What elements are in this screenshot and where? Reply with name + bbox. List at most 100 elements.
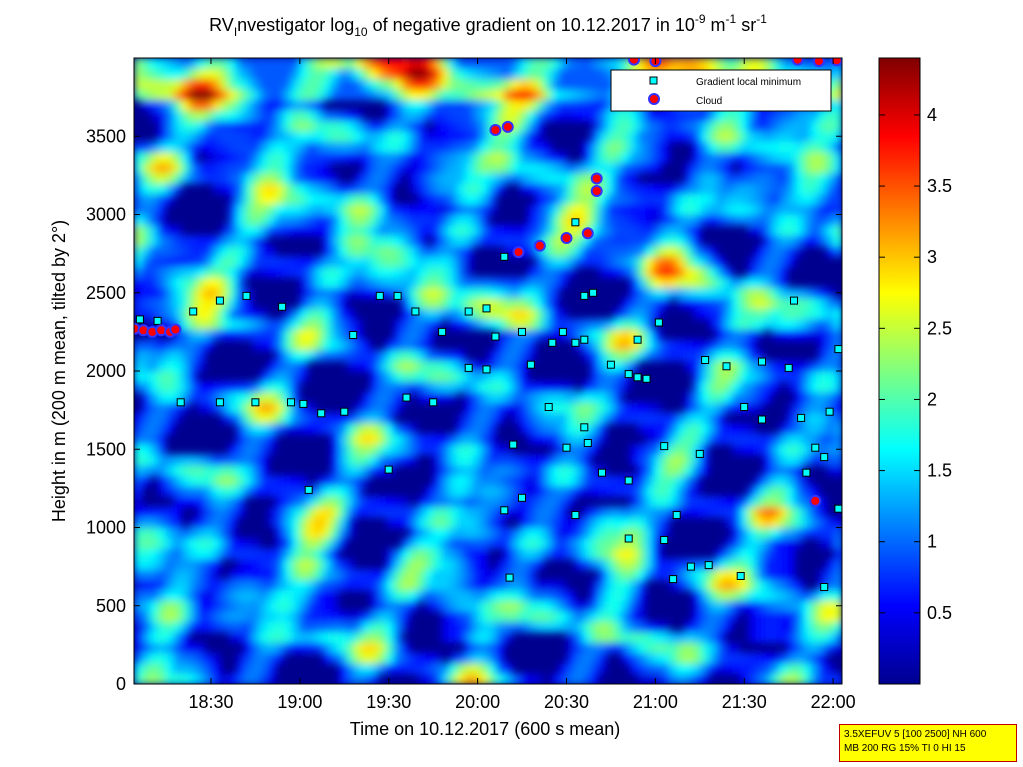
heatmap-cell — [173, 224, 182, 236]
heatmap-cell — [456, 548, 465, 560]
heatmap-cell — [700, 600, 709, 612]
heatmap-cell — [700, 590, 709, 602]
heatmap-cell — [425, 558, 434, 570]
heatmap-cell — [244, 485, 253, 497]
heatmap-cell — [535, 475, 544, 487]
heatmap-cell — [818, 120, 827, 132]
heatmap-cell — [259, 454, 269, 466]
heatmap-cell — [157, 579, 167, 591]
heatmap-cell — [448, 245, 458, 257]
heatmap-cell — [550, 475, 560, 487]
heatmap-cell — [165, 506, 174, 518]
heatmap-cell — [558, 162, 568, 174]
heatmap-cell — [488, 235, 497, 247]
heatmap-cell — [228, 569, 237, 581]
heatmap-cell — [645, 329, 654, 341]
heatmap-cell — [314, 162, 324, 174]
heatmap-cell — [676, 423, 686, 435]
heatmap-cell — [338, 78, 347, 90]
heatmap-cell — [771, 381, 780, 393]
heatmap-cell — [527, 329, 536, 341]
heatmap-cell — [409, 339, 418, 351]
heatmap-cell — [810, 371, 819, 382]
heatmap-cell — [393, 600, 403, 612]
heatmap-cell — [566, 485, 576, 497]
heatmap-cell — [362, 277, 371, 289]
heatmap-cell — [716, 506, 725, 518]
heatmap-cell — [252, 652, 261, 664]
heatmap-cell — [134, 151, 143, 163]
heatmap-cell — [480, 412, 489, 424]
heatmap-cell — [692, 350, 701, 362]
heatmap-cell — [157, 162, 167, 174]
heatmap-cell — [370, 172, 379, 184]
heatmap-cell — [362, 579, 371, 591]
heatmap-cell — [149, 621, 159, 633]
heatmap-cell — [385, 58, 395, 69]
heatmap-cell — [606, 485, 615, 497]
heatmap-cell — [716, 391, 725, 403]
heatmap-cell — [519, 391, 528, 403]
heatmap-cell — [393, 611, 403, 622]
heatmap-cell — [259, 235, 269, 247]
heatmap-cell — [189, 162, 198, 174]
heatmap-cell — [212, 527, 222, 539]
heatmap-cell — [299, 642, 308, 654]
heatmap-cell — [692, 391, 701, 403]
gradient-minimum-marker — [598, 468, 606, 477]
heatmap-cell — [566, 631, 576, 643]
heatmap-cell — [346, 475, 355, 487]
heatmap-cell — [322, 527, 332, 539]
heatmap-cell — [668, 652, 678, 664]
heatmap-cell — [307, 78, 316, 90]
heatmap-cell — [377, 224, 387, 236]
heatmap-cell — [338, 527, 347, 539]
heatmap-cell — [228, 631, 237, 643]
heatmap-cell — [220, 256, 229, 268]
heatmap-cell — [393, 652, 403, 664]
heatmap-cell — [794, 151, 804, 163]
heatmap-cell — [645, 537, 654, 549]
heatmap-cell — [275, 611, 285, 622]
heatmap-cell — [661, 256, 670, 268]
heatmap-cell — [590, 350, 599, 362]
heatmap-cell — [763, 381, 772, 393]
heatmap-cell — [401, 611, 410, 622]
heatmap-cell — [346, 444, 355, 455]
heatmap-cell — [432, 673, 442, 684]
heatmap-cell — [283, 558, 292, 570]
heatmap-cell — [613, 412, 623, 424]
heatmap-cell — [362, 412, 371, 424]
heatmap-cell — [802, 621, 812, 633]
heatmap-cell — [354, 68, 363, 80]
heatmap-cell — [810, 120, 819, 132]
heatmap-cell — [661, 642, 670, 654]
heatmap-cell — [307, 204, 316, 216]
heatmap-cell — [755, 256, 764, 268]
heatmap-cell — [653, 329, 662, 341]
heatmap-cell — [629, 517, 639, 529]
heatmap-cell — [511, 496, 521, 508]
heatmap-cell — [275, 131, 285, 142]
heatmap-cell — [283, 214, 292, 226]
heatmap-cell — [448, 371, 458, 382]
heatmap-cell — [763, 360, 772, 372]
heatmap-cell — [196, 454, 206, 466]
heatmap-cell — [810, 204, 819, 216]
heatmap-cell — [543, 475, 552, 487]
heatmap-cell — [134, 68, 143, 80]
heatmap-cell — [472, 78, 481, 90]
heatmap-cell — [189, 256, 198, 268]
heatmap-cell — [456, 360, 465, 372]
heatmap-cell — [252, 621, 261, 633]
heatmap-cell — [645, 454, 654, 466]
heatmap-cell — [149, 235, 159, 247]
heatmap-cell — [275, 579, 285, 591]
heatmap-cell — [464, 151, 473, 163]
heatmap-cell — [173, 68, 182, 80]
heatmap-cell — [739, 381, 749, 393]
heatmap-cell — [196, 402, 206, 414]
heatmap-cell — [716, 569, 725, 581]
heatmap-cell — [590, 99, 599, 111]
heatmap-cell — [338, 475, 347, 487]
